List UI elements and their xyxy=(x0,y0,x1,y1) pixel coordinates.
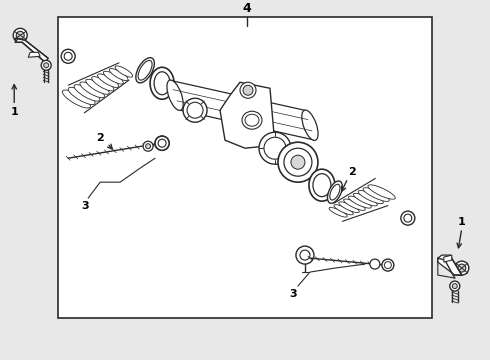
Polygon shape xyxy=(444,255,452,262)
Text: 3: 3 xyxy=(289,289,297,299)
Polygon shape xyxy=(58,17,432,318)
Ellipse shape xyxy=(136,58,154,83)
Text: 4: 4 xyxy=(243,2,251,15)
Ellipse shape xyxy=(339,202,359,213)
Circle shape xyxy=(458,264,466,272)
Polygon shape xyxy=(170,80,316,140)
Circle shape xyxy=(404,214,412,222)
Polygon shape xyxy=(220,82,275,148)
Circle shape xyxy=(259,132,291,164)
Circle shape xyxy=(183,98,207,122)
Ellipse shape xyxy=(302,110,318,140)
Circle shape xyxy=(450,281,460,291)
Ellipse shape xyxy=(353,193,377,206)
Ellipse shape xyxy=(86,79,109,94)
Circle shape xyxy=(401,211,415,225)
Circle shape xyxy=(264,137,286,159)
Ellipse shape xyxy=(343,199,365,210)
Circle shape xyxy=(291,155,305,169)
Ellipse shape xyxy=(109,68,128,81)
Text: 1: 1 xyxy=(10,107,18,117)
Ellipse shape xyxy=(150,67,174,99)
Circle shape xyxy=(284,148,312,176)
Text: 1: 1 xyxy=(458,217,466,227)
Text: 3: 3 xyxy=(81,201,89,211)
Circle shape xyxy=(278,142,318,182)
Ellipse shape xyxy=(358,190,383,204)
Polygon shape xyxy=(15,38,48,62)
Circle shape xyxy=(384,262,392,269)
Circle shape xyxy=(13,28,27,42)
Circle shape xyxy=(455,261,469,275)
Circle shape xyxy=(146,144,150,149)
Ellipse shape xyxy=(80,82,104,98)
Ellipse shape xyxy=(138,60,152,80)
Circle shape xyxy=(240,82,256,98)
Ellipse shape xyxy=(245,114,259,126)
Ellipse shape xyxy=(334,204,353,215)
Circle shape xyxy=(61,49,75,63)
Circle shape xyxy=(452,284,457,289)
Text: 2: 2 xyxy=(96,133,104,143)
Circle shape xyxy=(155,136,169,150)
Ellipse shape xyxy=(363,188,389,202)
Circle shape xyxy=(370,259,380,269)
Ellipse shape xyxy=(368,185,395,199)
Ellipse shape xyxy=(154,72,170,95)
Polygon shape xyxy=(28,52,40,57)
Circle shape xyxy=(300,250,310,260)
Circle shape xyxy=(143,141,153,151)
Ellipse shape xyxy=(98,74,119,87)
Circle shape xyxy=(64,52,72,60)
Circle shape xyxy=(382,259,394,271)
Ellipse shape xyxy=(103,71,123,84)
Circle shape xyxy=(187,102,203,118)
Ellipse shape xyxy=(92,77,114,91)
Circle shape xyxy=(296,246,314,264)
Ellipse shape xyxy=(313,174,331,197)
Polygon shape xyxy=(438,255,462,275)
Ellipse shape xyxy=(329,207,347,217)
Ellipse shape xyxy=(74,85,100,101)
Ellipse shape xyxy=(309,169,335,201)
Ellipse shape xyxy=(330,184,340,200)
Ellipse shape xyxy=(62,90,90,108)
Text: 2: 2 xyxy=(348,167,356,177)
Circle shape xyxy=(243,85,253,95)
Ellipse shape xyxy=(68,87,95,104)
Circle shape xyxy=(41,60,51,70)
Ellipse shape xyxy=(167,80,183,111)
Circle shape xyxy=(158,139,166,147)
Circle shape xyxy=(44,63,49,68)
Ellipse shape xyxy=(327,181,343,203)
Ellipse shape xyxy=(348,196,371,208)
Ellipse shape xyxy=(242,111,262,129)
Circle shape xyxy=(16,31,24,39)
Ellipse shape xyxy=(115,66,133,77)
